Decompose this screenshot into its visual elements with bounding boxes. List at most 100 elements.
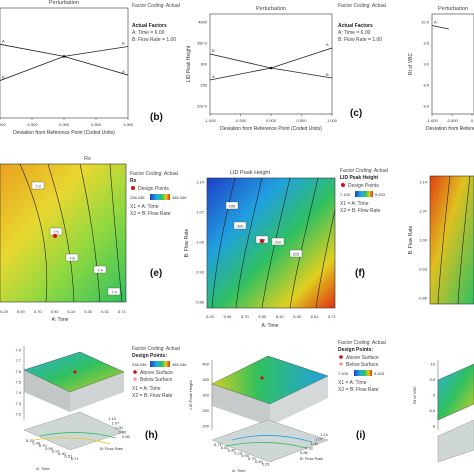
surface-side <box>270 376 328 426</box>
x-tick-label: 6.71 <box>328 314 337 319</box>
y-tick-label: 7.9 <box>15 348 21 353</box>
y-tick-label: 7.2 <box>15 412 21 417</box>
below-surface-icon <box>339 362 343 366</box>
series-A-start-label: A <box>434 20 437 25</box>
x-tick-label: 0 <box>471 118 474 123</box>
y-tick-label: 0.86 <box>122 434 131 439</box>
legend-item: X1 = A: Time <box>338 380 367 386</box>
y-tick-label: 4000 <box>198 20 208 25</box>
y-tick-label: 300 <box>200 62 207 67</box>
panel-label: (b) <box>150 112 163 123</box>
y-tick-label: 0.93 <box>419 267 428 272</box>
y-tick-label: 0.86 <box>419 296 428 301</box>
series-B-start-label: B <box>2 75 5 80</box>
y-ticks: 1.14 1.07 1.00 0.93 0.86 <box>196 180 205 305</box>
floor <box>211 419 329 463</box>
legend-range-high: 9.433 <box>375 192 386 197</box>
z-ticks: 7.9 7.7 7.6 7.5 7.4 7.3 7.2 <box>15 348 21 417</box>
legend-title: Actual Factors <box>132 23 167 29</box>
x-tick-label: 6.51 <box>221 445 230 450</box>
legend-heading: Factor Coding: Actual <box>132 3 180 9</box>
contour-label-box <box>225 201 239 210</box>
legend-item: X2 = B: Flow Rate <box>132 393 173 399</box>
contour-label: 315 <box>293 252 300 257</box>
contour-label: 7.4 <box>97 268 103 273</box>
series-B-end-label: B <box>122 41 125 46</box>
panel-g-frame <box>429 175 474 305</box>
legend-title: Rs <box>130 178 137 184</box>
panel-label-i: (i) <box>356 430 365 441</box>
x-ticks: 5.29 5.49 5.70 5.90 6.10 6.30 6.51 6.71 <box>206 314 337 319</box>
y-tick-label: 250 <box>200 83 207 88</box>
panel-f: LID Peak Height 295300305310315 5.295.49… <box>184 168 388 329</box>
legend-item: Below Surface <box>140 377 172 383</box>
panel-f-title: LID Peak Height <box>230 170 271 176</box>
contour-line <box>19 163 48 303</box>
x-tick-label: -1.000 <box>204 118 216 123</box>
x-tick-label: 6.71 <box>118 309 127 314</box>
series-A-start-label: A <box>212 74 215 79</box>
x-tick-label: 5.90 <box>45 446 54 451</box>
series-B-line <box>0 46 129 81</box>
y-tick-label: 1.14 <box>108 416 117 421</box>
y-tick-label: 8.5 <box>429 408 435 413</box>
contour-line <box>79 163 101 303</box>
z-axis-label: LID Peak Height <box>188 380 193 410</box>
panel-e-frame <box>0 163 127 303</box>
x-tick-label: 5.70 <box>34 309 43 314</box>
x-tick-label: 6.51 <box>311 314 320 319</box>
panel-b: Perturbation -1.000 -0.500 0.000 0.500 1.000 D… <box>0 0 180 136</box>
contour-label: 7.6 <box>69 256 75 261</box>
contour-label: 7.5 <box>53 230 59 235</box>
contour-label-box <box>93 265 107 274</box>
panel-f-xlabel: A: Time <box>262 323 279 329</box>
legend-title: Actual Factors <box>338 23 373 29</box>
legend-item: A: Time = 6.00 <box>338 30 371 36</box>
legend-item: B: Flow Rate = 1.00 <box>132 37 176 43</box>
legend-heading: Factor Coding: Actual <box>338 340 386 346</box>
panel-h: 7.97.77.67.57.47.37.2 5.295.495.705.906.… <box>15 346 187 471</box>
y-tick-label: 9.5 <box>423 41 429 46</box>
design-point <box>260 376 264 380</box>
plot-frame <box>0 7 129 119</box>
x-tick-label: 6.10 <box>276 314 285 319</box>
contour-label: 310 <box>275 240 282 245</box>
legend-colorbar <box>150 194 170 200</box>
series-B-start-label: B <box>212 48 215 53</box>
y-tick-label: 8 <box>433 424 436 429</box>
y-tick-label: 0.93 <box>196 270 205 275</box>
y-tick-label: 400 <box>202 362 209 367</box>
x-tick-label: 6.71 <box>71 456 80 461</box>
contour-line <box>289 177 319 309</box>
legend-heading: Factor Coding: Actual <box>340 168 388 174</box>
floor-contour <box>39 432 117 439</box>
floor-contour <box>231 435 313 443</box>
x-tick-label: -0.500 <box>235 118 247 123</box>
panel-i-legend: Factor Coding: Actual Design Points: Abo… <box>338 340 386 393</box>
panel-e-map <box>0 164 126 302</box>
plot-frame <box>431 13 474 115</box>
legend-range-high: 9.433 <box>374 371 385 376</box>
series-A-end-label: A <box>122 69 125 74</box>
x-tick-label: 6.30 <box>58 451 67 456</box>
below-surface-icon <box>133 377 137 381</box>
x-tick-label: 5.29 <box>262 462 271 467</box>
x-axis-label: Deviation from Reference Point (Coded Un… <box>220 126 322 132</box>
series-A-start-label: A <box>2 38 5 43</box>
panel-f-map <box>207 178 335 308</box>
x-axis-label: Deviation from Reference Point (Coded Un… <box>13 130 115 136</box>
x-tick-label: 5.70 <box>241 314 250 319</box>
y-axis-label: LID Peak Height <box>186 45 192 82</box>
x-tick-label: 5.29 <box>206 314 215 319</box>
floor <box>23 411 125 451</box>
reference-point <box>62 55 66 58</box>
panel-e-legend: Factor Coding: Actual Rs Design Points 2… <box>130 171 187 217</box>
legend-item: X2 = B: Flow Rate <box>340 208 381 214</box>
panel-label-h: (h) <box>145 430 158 441</box>
legend-range-low: 238.436 <box>132 362 147 367</box>
y-tick-label: 1.00 <box>310 441 319 446</box>
x-tick-label: 0.500 <box>91 122 102 127</box>
above-surface-icon <box>133 370 137 374</box>
y-tick-label: 350.0 <box>197 41 208 46</box>
legend-range-low: 7.105 <box>340 192 351 197</box>
